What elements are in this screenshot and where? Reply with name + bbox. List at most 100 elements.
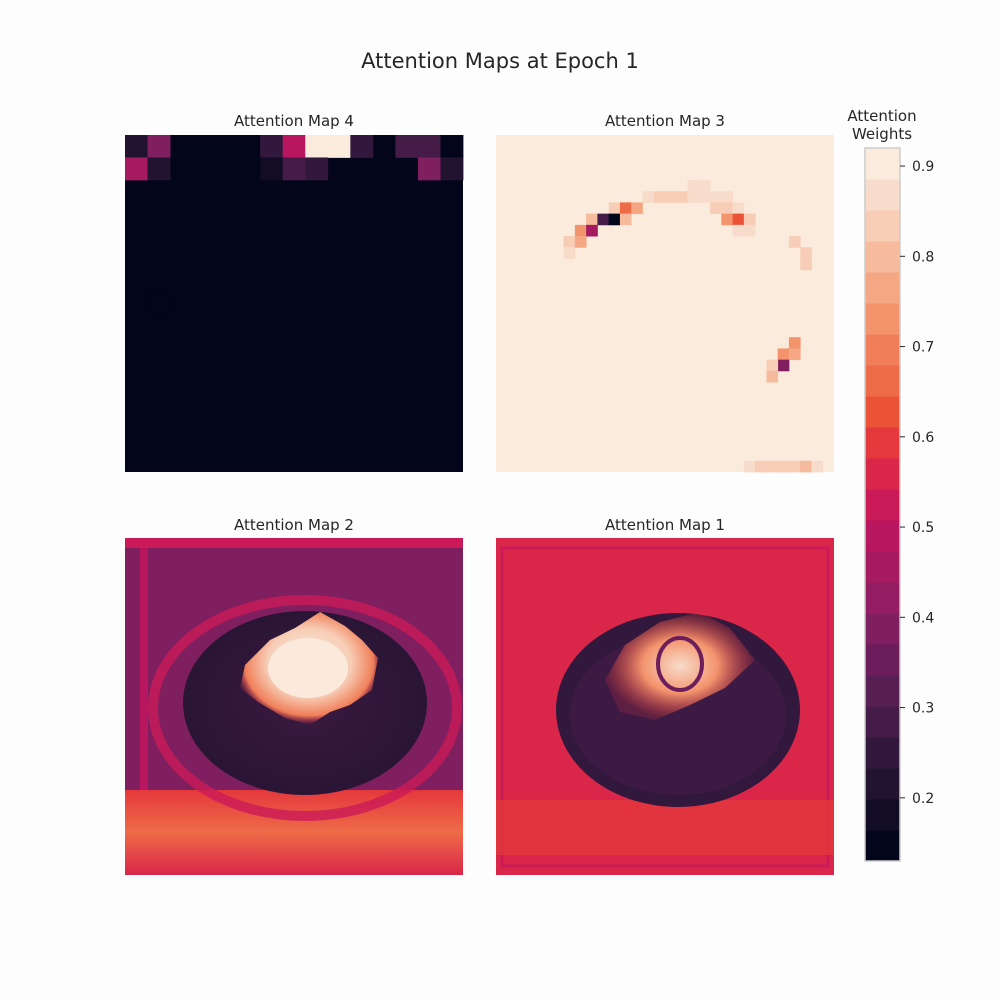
- map3-cell: [800, 460, 812, 473]
- map4-cell: [125, 135, 148, 158]
- heatmap-map4: [125, 135, 464, 472]
- colorbar-tick-label: 0.9: [912, 159, 934, 175]
- colorbar-segment: [865, 830, 900, 862]
- colorbar-segment: [865, 148, 900, 180]
- heatmap-map3: [496, 135, 834, 473]
- map4-cell: [260, 135, 284, 158]
- map3-cell: [653, 191, 666, 203]
- map3-cell: [687, 179, 700, 192]
- map3-cell: [574, 224, 587, 237]
- map3-cell: [710, 202, 722, 215]
- map2-core: [268, 638, 348, 698]
- map4-cell: [327, 135, 351, 158]
- map3-cell: [721, 202, 733, 215]
- panel-title-map4: Attention Map 4: [234, 112, 354, 130]
- map4-cell: [282, 157, 306, 181]
- map4-cell: [147, 135, 171, 158]
- colorbar-segment: [865, 210, 900, 242]
- map3-cell: [619, 213, 632, 226]
- panel-title-map2: Attention Map 2: [234, 516, 354, 534]
- map4-cell: [147, 157, 171, 181]
- colorbar-segment: [865, 613, 900, 645]
- colorbar-segment: [865, 334, 900, 366]
- panel-title-map3: Attention Map 3: [605, 112, 725, 130]
- map3-cell: [788, 337, 801, 349]
- colorbar-segment: [865, 272, 900, 304]
- colorbar-segment: [865, 582, 900, 614]
- map3-cell: [586, 224, 598, 237]
- map3-cell: [777, 348, 790, 361]
- map3-cell: [586, 213, 598, 226]
- map3-cell: [710, 191, 722, 203]
- map3-cell: [732, 224, 745, 237]
- colorbar-ticks: 0.2 0.3 0.4 0.5 0.6 0.7 0.8 0.9: [900, 159, 934, 807]
- colorbar-segment: [865, 706, 900, 738]
- colorbar-segment: [865, 365, 900, 397]
- map3-cell: [642, 191, 655, 203]
- colorbar-segment: [865, 489, 900, 521]
- colorbar-segment: [865, 396, 900, 428]
- colorbar-tick-label: 0.6: [912, 430, 934, 446]
- panel-title-map1: Attention Map 1: [605, 516, 725, 534]
- map4-cell: [305, 135, 329, 158]
- map3-cell: [574, 236, 587, 248]
- map3-cell: [777, 359, 790, 372]
- colorbar-segment: [865, 799, 900, 831]
- colorbar-segment: [865, 241, 900, 273]
- map3-cell: [631, 202, 643, 215]
- map3-cell: [811, 460, 824, 473]
- map3-cell: [563, 247, 576, 259]
- map4-background: [125, 135, 463, 472]
- map4-cell: [417, 157, 441, 181]
- map3-cell: [788, 348, 801, 361]
- colorbar: [865, 148, 900, 862]
- map3-cell: [698, 191, 711, 203]
- map3-cell: [800, 258, 812, 271]
- map4-cell: [350, 135, 374, 158]
- map3-cell: [788, 460, 801, 473]
- map2-top-band: [125, 538, 463, 548]
- map3-cell: [687, 191, 700, 203]
- colorbar-segment: [865, 179, 900, 211]
- map3-cell: [766, 460, 779, 473]
- map1-frame: [500, 546, 830, 868]
- map2-bottom-band: [125, 790, 463, 875]
- colorbar-tick-label: 0.5: [912, 520, 934, 536]
- colorbar-segment: [865, 644, 900, 676]
- map4-cell: [125, 157, 148, 181]
- colorbar-frame: [864, 147, 901, 862]
- colorbar-segment: [865, 675, 900, 707]
- colorbar-segment: [865, 551, 900, 583]
- map3-cell: [721, 191, 733, 203]
- heatmap-map2: [125, 538, 463, 875]
- map4-cell: [395, 135, 419, 158]
- colorbar-segment: [865, 458, 900, 490]
- map4-cell: [260, 157, 284, 181]
- colorbar-segment: [865, 768, 900, 800]
- map4-cell: [440, 135, 464, 158]
- map3-cell: [698, 179, 711, 192]
- colorbar-segment: [865, 737, 900, 769]
- colorbar-tick-label: 0.4: [912, 610, 934, 626]
- map4-cell: [440, 157, 464, 181]
- map3-cell: [676, 191, 688, 203]
- map3-cell: [755, 460, 767, 473]
- colorbar-tick-label: 0.8: [912, 249, 934, 265]
- map1-hotspot: [605, 612, 755, 720]
- colorbar-tick-label: 0.7: [912, 340, 934, 356]
- map3-background: [496, 135, 834, 472]
- map3-cell: [766, 359, 779, 372]
- map3-cell: [743, 460, 756, 473]
- map3-cell: [777, 460, 790, 473]
- map3-cell: [743, 213, 756, 226]
- map3-cell: [721, 213, 733, 226]
- map4-cell: [305, 157, 329, 181]
- colorbar-label-line1: Attention: [847, 107, 916, 125]
- colorbar-segment: [865, 303, 900, 335]
- map2-left-band: [140, 548, 148, 858]
- colorbar-tick-label: 0.2: [912, 791, 934, 807]
- map3-cell: [665, 191, 677, 203]
- map3-cell: [732, 213, 745, 226]
- map3-cell: [743, 224, 756, 237]
